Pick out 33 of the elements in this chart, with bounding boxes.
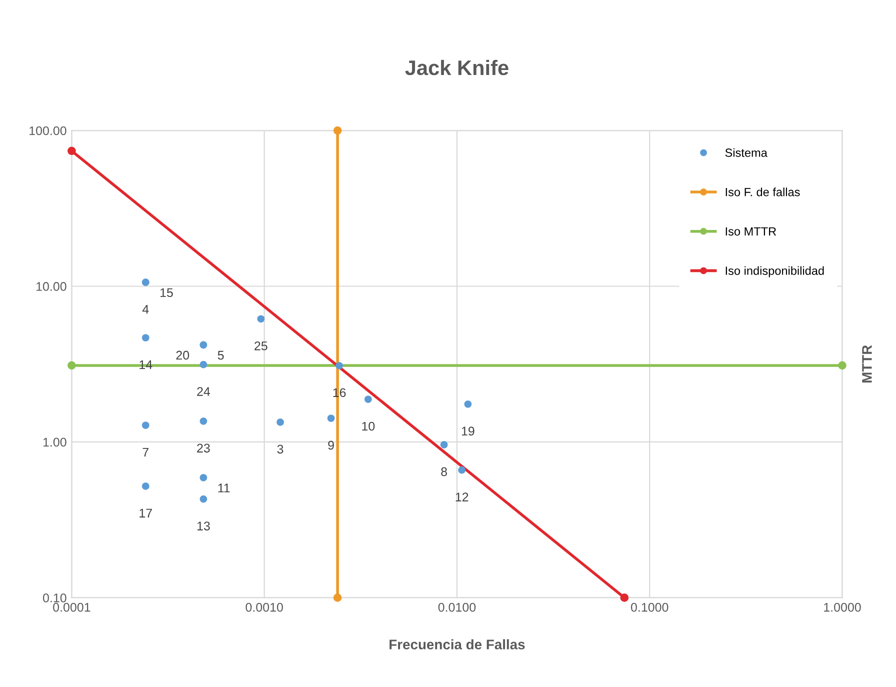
x-tick-label: 0.0100 — [438, 602, 476, 612]
x-axis-title: Frecuencia de Fallas — [390, 639, 525, 650]
annotation: 12 — [456, 492, 468, 502]
x-tick-label: 0.1000 — [630, 602, 668, 612]
annotation: 3 — [277, 444, 284, 454]
annotation: 20 — [176, 350, 190, 360]
annotation: 11 — [218, 484, 230, 492]
annotation: 19 — [462, 426, 474, 436]
annotation: 23 — [197, 444, 210, 453]
annotation: 4 — [142, 304, 149, 314]
annotation: 9 — [328, 440, 334, 450]
y-tick-label: 1.00 — [43, 438, 66, 447]
y-tick-label: 100.00 — [30, 126, 66, 136]
annotation: 5 — [218, 350, 224, 360]
annotation: 24 — [197, 387, 210, 396]
annotation: 15 — [160, 288, 173, 298]
annotation: 13 — [197, 522, 210, 530]
x-tick-label: 0.0001 — [53, 602, 90, 612]
y-tick-label: 10.00 — [36, 282, 66, 291]
x-tick-label: 0.0010 — [246, 602, 283, 612]
legend-label: Iso MTTR — [726, 227, 776, 236]
y-tick-label: 0.10 — [42, 593, 66, 602]
annotation: 7 — [142, 448, 148, 457]
annotation: 25 — [254, 341, 268, 350]
legend-label: Iso indisponibilidad — [726, 266, 824, 278]
y-axis-title: MTTR — [862, 345, 872, 382]
legend-label: Sistema — [725, 148, 768, 157]
annotation: 10 — [362, 422, 375, 431]
legend-label: Iso F. de fallas — [726, 188, 800, 196]
x-tick-label: 1.0000 — [824, 602, 861, 612]
annotation: 8 — [441, 467, 447, 476]
annotation: 17 — [140, 508, 152, 518]
chart-title: Jack Knife — [405, 60, 508, 76]
